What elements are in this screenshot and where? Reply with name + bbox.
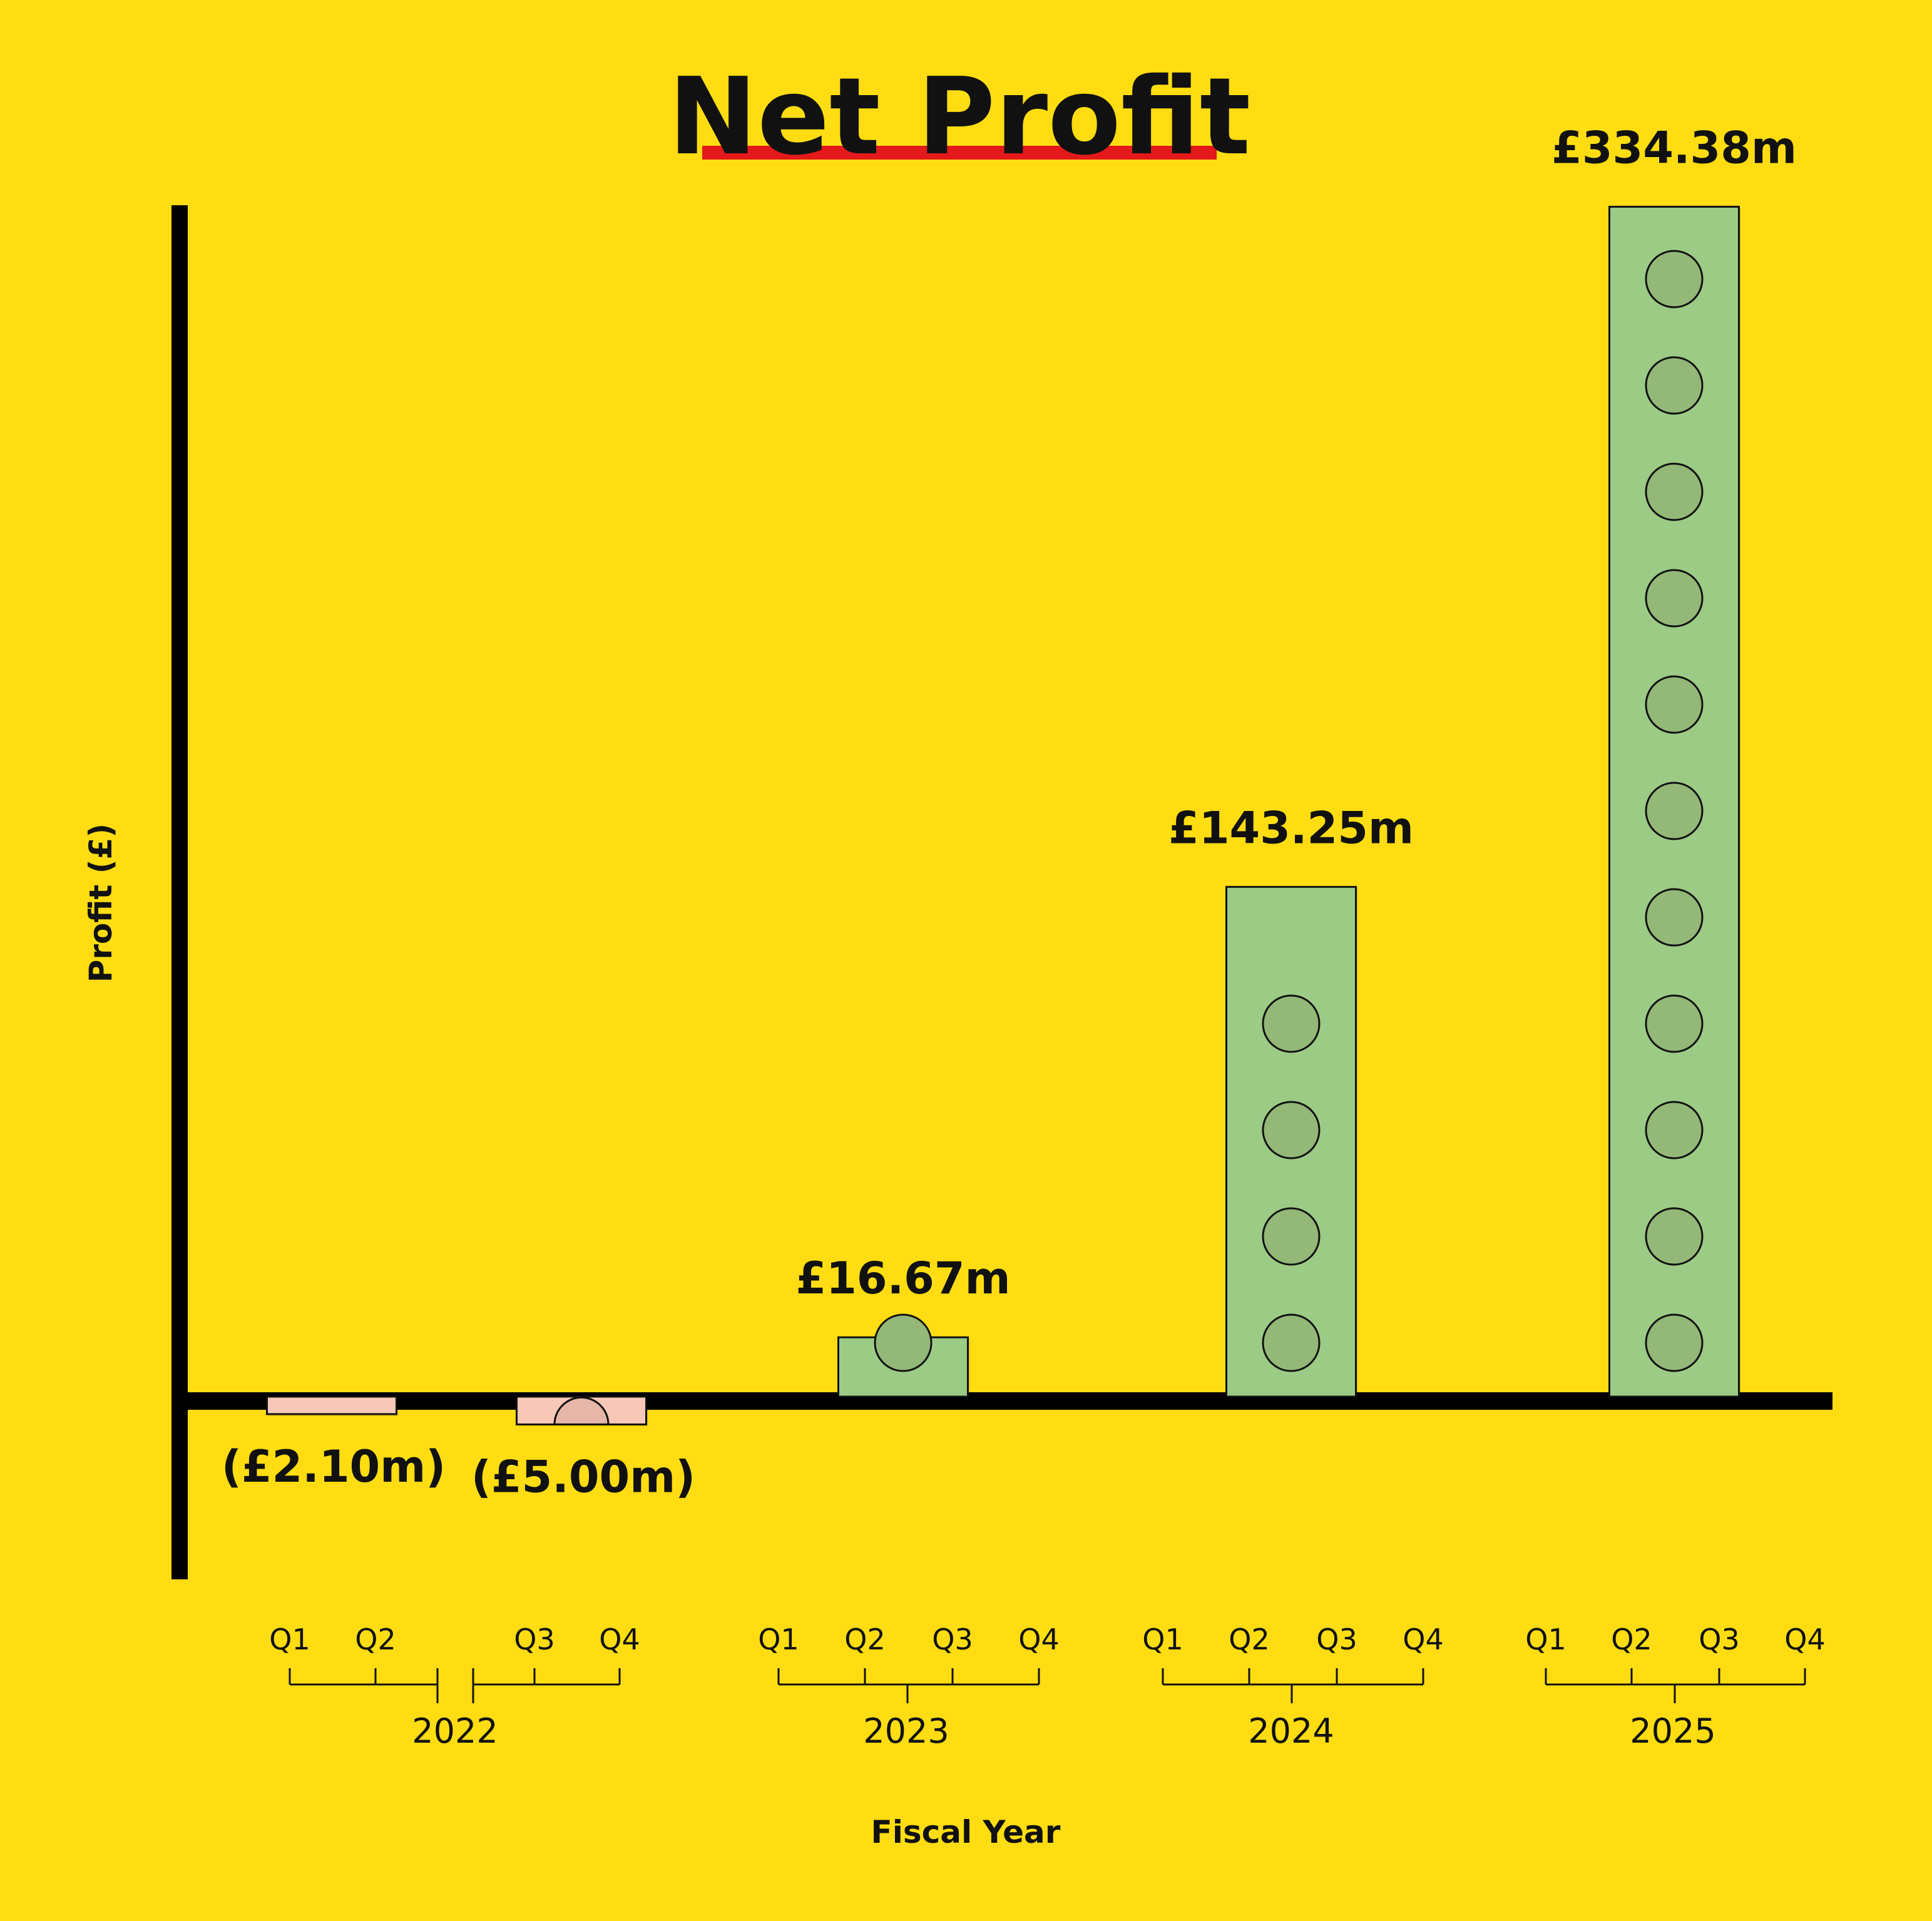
coin-icon <box>1645 1101 1704 1159</box>
coin-icon <box>874 1313 933 1372</box>
coin-icon <box>1645 1313 1704 1372</box>
quarter-axis-layer: Q1 Q2 Q3 Q4 Q1 Q2 Q3 Q4 Q1 Q2 Q3 Q4 Q1 Q2 Q3 Q4 2022 2023… <box>269 1623 1825 1751</box>
quarter-tick-label: Q2 <box>355 1623 396 1656</box>
value-label: £16.67m <box>795 1253 1010 1304</box>
coin-icon <box>1645 888 1704 947</box>
y-axis <box>171 205 188 1579</box>
quarter-tick-label: Q2 <box>1229 1623 1269 1656</box>
title-underline <box>702 146 1217 160</box>
bar-group-4: £143.25m <box>1168 802 1414 1399</box>
year-label: 2024 <box>1248 1711 1334 1751</box>
quarter-tick-label: Q1 <box>758 1623 799 1656</box>
value-label: £334.38m <box>1551 122 1797 173</box>
value-label: £143.25m <box>1168 802 1414 853</box>
coin-icon <box>1262 1207 1321 1266</box>
bar-group-5: £334.38m <box>1551 122 1797 1399</box>
x-axis-label: Fiscal Year <box>871 1814 1061 1850</box>
year-label: 2022 <box>412 1711 498 1751</box>
half-coin-icon <box>553 1397 610 1425</box>
coin-icon <box>1645 782 1704 840</box>
year-label: 2025 <box>1630 1711 1715 1751</box>
coin-icon <box>1645 356 1704 415</box>
value-label: (£5.00m) <box>471 1451 695 1502</box>
coin-icon <box>1645 994 1704 1053</box>
year-label: 2023 <box>863 1711 949 1751</box>
quarter-tick-label: Q1 <box>1142 1623 1183 1656</box>
quarter-tick-label: Q2 <box>1611 1623 1652 1656</box>
value-label: (£2.10m) <box>222 1441 446 1492</box>
quarter-tick-label: Q3 <box>1316 1623 1357 1656</box>
bar-group-1: (£2.10m) <box>222 1395 446 1492</box>
bar-group-3: £16.67m <box>795 1253 1011 1399</box>
quarter-tick-label: Q3 <box>932 1623 973 1656</box>
bar-group-2: (£5.00m) <box>471 1395 695 1502</box>
quarter-tick-label: Q3 <box>514 1623 555 1656</box>
bar <box>266 1395 397 1415</box>
quarter-tick-label: Q1 <box>269 1623 310 1656</box>
quarter-tick-label: Q2 <box>844 1623 885 1656</box>
coin-icon <box>1262 1313 1321 1372</box>
coin-icon <box>1645 1207 1704 1266</box>
quarter-tick-label: Q1 <box>1525 1623 1566 1656</box>
y-axis-label: Profit (£) <box>83 823 119 983</box>
coin-icon <box>1645 462 1704 521</box>
quarter-tick-label: Q4 <box>1018 1623 1059 1656</box>
bars-layer: (£2.10m) (£5.00m) £16.67m £143.25m £334.38m <box>222 122 1797 1502</box>
coin-icon <box>1645 675 1704 734</box>
coin-icon <box>1262 994 1321 1053</box>
coin-icon <box>1645 569 1704 628</box>
quarter-tick-label: Q4 <box>599 1623 640 1656</box>
x-axis <box>185 1392 1832 1410</box>
quarter-tick-label: Q4 <box>1403 1623 1443 1656</box>
coin-icon <box>1262 1101 1321 1159</box>
quarter-tick-label: Q3 <box>1699 1623 1739 1656</box>
quarter-tick-label: Q4 <box>1784 1623 1825 1656</box>
coin-icon <box>1645 250 1704 308</box>
chart-title: Net Profit <box>668 55 1251 179</box>
